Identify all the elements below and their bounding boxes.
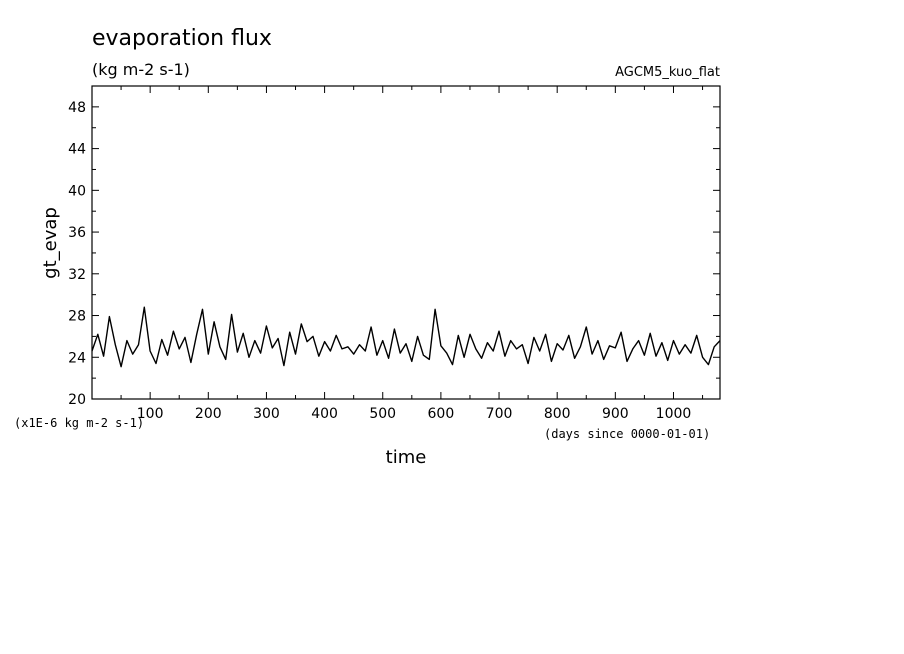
y-axis-label: gt_evap [40,207,61,279]
axes [91,85,721,400]
y-tick-label: 44 [68,142,86,158]
tick-marks [92,86,720,399]
y-tick-label: 24 [68,350,86,366]
x-tick-label: 200 [195,406,222,422]
x-tick-label: 800 [544,406,571,422]
y-tick-label: 36 [68,225,86,241]
tick-labels: 100 200 300 400 500 600 700 800 900 1000 20 24 28 32 3… [68,100,691,422]
y-tick-label: 32 [68,267,86,283]
y-tick-label: 48 [68,100,86,116]
series-line [91,306,721,368]
y-scale-note: (x1E-6 kg m-2 s-1) [14,416,144,430]
x-axis-label: time [386,447,427,468]
x-tick-label: 600 [428,406,455,422]
chart-units: (kg m-2 s-1) [92,60,190,79]
series-layer [91,306,721,368]
x-tick-label: 700 [486,406,513,422]
y-tick-label: 20 [68,392,86,408]
y-tick-label: 40 [68,183,86,199]
x-units-note: (days since 0000-01-01) [544,427,710,441]
x-tick-label: 900 [602,406,629,422]
y-tick-label: 28 [68,309,86,325]
x-tick-label: 1000 [656,406,692,422]
plot-frame [91,85,721,400]
x-tick-label: 300 [253,406,280,422]
x-tick-label: 100 [137,406,164,422]
model-label: AGCM5_kuo_flat [615,65,720,80]
chart-title: evaporation flux [92,26,272,51]
x-tick-label: 500 [369,406,396,422]
x-tick-label: 400 [311,406,338,422]
